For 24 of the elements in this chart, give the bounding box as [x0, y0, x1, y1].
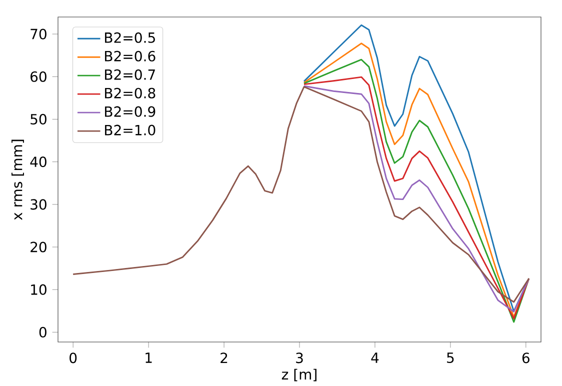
x-tick-label: 3	[296, 352, 303, 364]
line-series	[72, 86, 530, 303]
y-tick-label: 70	[30, 28, 46, 40]
y-tick-label: 60	[30, 71, 46, 82]
x-tick-label: 6	[522, 352, 530, 364]
x-tick-label: 0	[70, 352, 77, 364]
x-axis-title: z [m]	[282, 368, 316, 382]
y-axis-title: x rms [mm]	[11, 140, 24, 220]
legend-label: B2=0.7	[105, 69, 155, 80]
y-tick-label: 50	[30, 114, 46, 125]
legend-label: B2=1.0	[105, 124, 156, 136]
x-tick-label: 5	[447, 352, 454, 364]
x-tick-label: 4	[371, 352, 379, 363]
y-tick-label: 20	[30, 242, 46, 252]
y-tick-label: 30	[30, 199, 46, 210]
x-tick-label: 2	[220, 352, 228, 364]
legend-label: B2=0.6	[105, 50, 156, 62]
legend-label: B2=0.5	[105, 32, 155, 43]
y-tick-label: 0	[39, 326, 46, 338]
legend-label: B2=0.8	[105, 88, 156, 98]
legend-label: B2=0.9	[105, 106, 156, 117]
y-tick-label: 10	[31, 284, 46, 295]
x-tick-label: 1	[146, 352, 152, 363]
y-tick-label: 40	[30, 156, 46, 168]
